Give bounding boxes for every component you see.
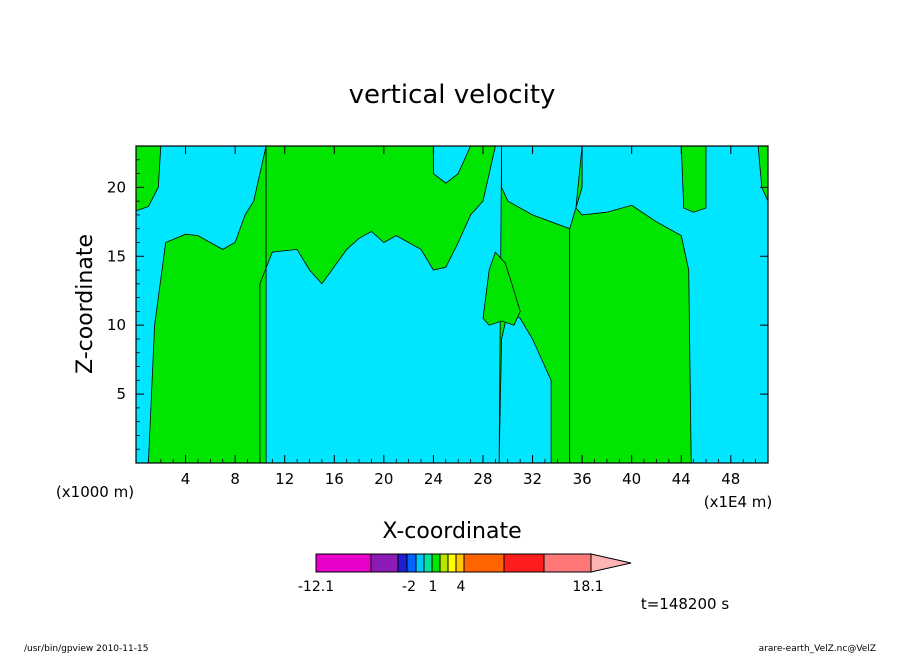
chart-title: vertical velocity [349,80,556,110]
colorbar-segment [415,553,425,573]
x-unit-right-label: (x1E4 m) [704,493,773,511]
contour-region-positive-4 [498,146,571,463]
x-tick-label: 20 [374,470,393,488]
colorbar-segment [370,553,399,573]
x-tick-label: 24 [424,470,443,488]
colorbar-arrow [590,553,632,573]
x-unit-left-label: (x1000 m) [56,483,134,501]
colorbar-label: 1 [429,579,438,595]
colorbar-segment [423,553,433,573]
x-tick-label: 40 [622,470,641,488]
x-tick-label: 12 [275,470,294,488]
colorbar-segment [439,553,449,573]
x-tick-label: 16 [325,470,344,488]
x-axis-label: X-coordinate [382,519,521,544]
colorbar-segment [543,553,592,573]
colorbar-label: 18.1 [572,579,603,595]
colorbar-label: -2 [402,579,416,595]
y-axis-label: Z-coordinate [73,234,98,374]
x-tick-label: 4 [181,470,191,488]
colorbar-segment [447,553,457,573]
x-tick-label: 44 [672,470,691,488]
contour-region-positive-1 [136,146,162,212]
colorbar-label: -12.1 [298,579,334,595]
plot-frame [135,145,769,464]
x-tick-label: 8 [230,470,240,488]
colorbar-segment [503,553,545,573]
x-tick-label: 28 [473,470,492,488]
x-tick-label: 32 [523,470,542,488]
footer-left: /usr/bin/gpview 2010-11-15 [24,644,148,654]
x-tick-label: 48 [721,470,740,488]
colorbar-segment [463,553,505,573]
y-tick-label: 15 [107,247,126,265]
y-tick-labels: 5 10 15 20 [107,178,126,403]
y-tick-label: 20 [107,178,126,196]
colorbar-label: 4 [457,579,466,595]
y-tick-label: 5 [116,385,126,403]
contour-region-positive-8 [482,251,521,326]
colorbar-segment [397,553,408,573]
time-label: t=148200 s [641,595,729,613]
colorbar: -12.1 -2 1 4 18.1 [298,553,632,595]
contour-region-positive-3 [259,146,496,463]
colorbar-segment [431,553,441,573]
x-tick-label: 36 [573,470,592,488]
y-tick-label: 10 [107,316,126,334]
plot-area [135,145,769,464]
footer-right: arare-earth_VelZ.nc@VelZ [759,644,876,654]
colorbar-segment [406,553,417,573]
contour-region-positive-6 [680,146,707,213]
colorbar-segment [315,553,372,573]
x-tick-labels: 4 8 12 16 20 24 28 32 36 40 44 48 [181,470,741,488]
colorbar-segment [455,553,465,573]
contour-region-positive-5 [569,146,692,463]
